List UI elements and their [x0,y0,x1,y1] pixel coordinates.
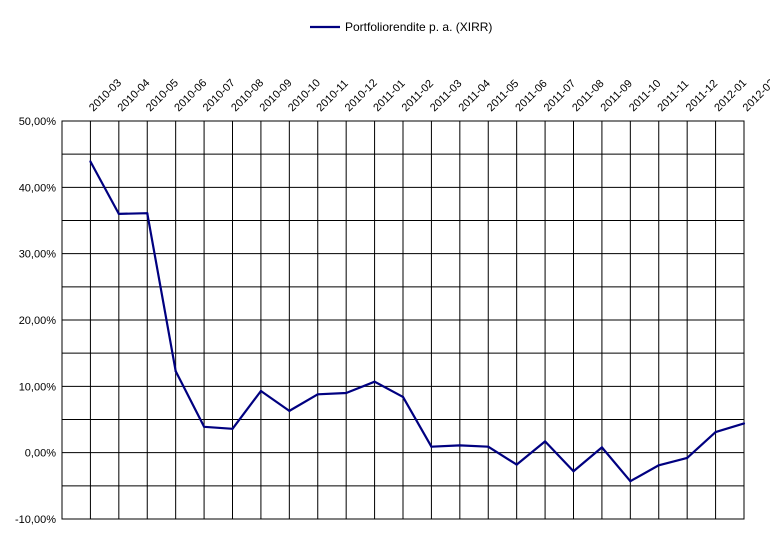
series-line [89,160,745,483]
data-point [515,463,518,466]
y-tick-label: 50,00% [19,116,57,128]
data-point [686,456,689,460]
data-point [174,369,177,373]
y-tick-label: 40,00% [19,182,57,194]
data-point [458,444,461,447]
data-point [543,440,547,443]
data-point [146,212,149,215]
data-point [89,160,92,163]
data-point [373,380,376,383]
data-point [572,470,575,473]
x-axis-ticks: 2010-032010-042010-052010-062010-072010-… [87,77,770,114]
data-point [288,409,291,412]
data-point [316,393,319,396]
data-point [714,431,717,434]
data-point [202,425,206,428]
legend: Portfoliorendite p. a. (XIRR) [310,20,492,34]
data-point [259,389,263,393]
data-point [657,464,660,467]
data-point [401,395,405,399]
y-tick-label: 20,00% [19,315,57,327]
y-tick-label: 30,00% [19,249,57,261]
plot-area [61,120,745,520]
data-point [629,480,632,483]
data-point [600,446,604,449]
legend-label: Portfoliorendite p. a. (XIRR) [345,20,492,34]
y-tick-label: 10,00% [19,381,57,393]
data-point [430,445,433,448]
data-point [487,445,490,448]
grid [62,120,745,520]
data-point [345,391,348,395]
y-tick-label: -10,00% [15,514,56,526]
y-axis-ticks: 50,00% 40,00% 30,00% 20,00% 10,00% 0,00% -10,0… [15,116,56,526]
data-point [231,427,234,430]
y-tick-label: 0,00% [25,448,56,460]
series-layer [89,160,746,483]
data-point [117,212,120,215]
data-point [742,422,746,425]
